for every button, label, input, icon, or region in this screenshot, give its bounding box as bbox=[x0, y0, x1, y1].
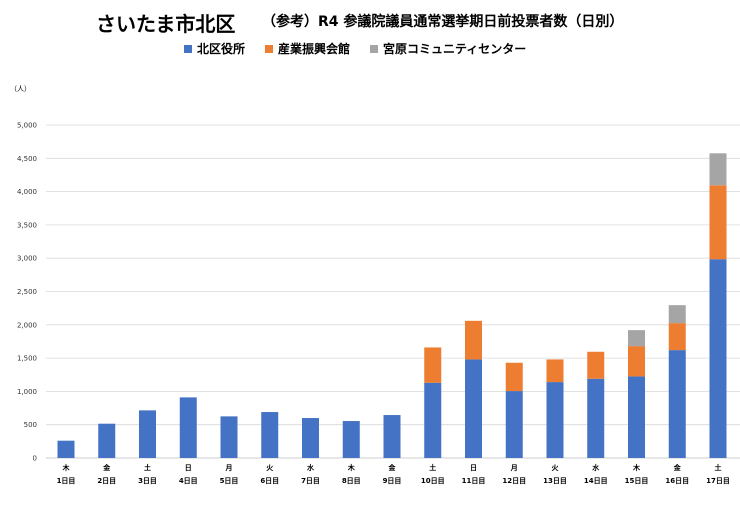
y-tick-label: 3,500 bbox=[17, 221, 37, 229]
bar-segment-series-1-day-15 bbox=[628, 346, 645, 377]
y-tick-label: 4,000 bbox=[17, 188, 37, 196]
x-weekday-label: 金 bbox=[673, 463, 682, 472]
bar-segment-series-0-day-5 bbox=[220, 416, 238, 458]
x-weekday-label: 土 bbox=[429, 463, 436, 472]
x-day-label: 10日目 bbox=[421, 477, 445, 485]
bar-segment-series-1-day-12 bbox=[505, 362, 523, 392]
y-unit-label: （人） bbox=[10, 85, 31, 93]
x-day-label: 11日目 bbox=[462, 477, 486, 485]
x-weekday-label: 水 bbox=[307, 463, 315, 472]
x-day-label: 8日目 bbox=[342, 477, 361, 485]
legend-swatch bbox=[265, 44, 274, 53]
bar-segment-series-0-day-16 bbox=[668, 350, 686, 458]
x-day-label: 3日目 bbox=[138, 477, 157, 485]
bar-segment-series-1-day-11 bbox=[465, 320, 482, 360]
x-day-label: 2日目 bbox=[97, 477, 116, 485]
x-weekday-label: 火 bbox=[552, 464, 560, 472]
x-weekday-label: 木 bbox=[347, 463, 356, 472]
bar-segment-series-0-day-1 bbox=[57, 440, 75, 458]
y-tick-label: 3,000 bbox=[17, 255, 37, 263]
y-tick-label: 0 bbox=[33, 455, 37, 463]
x-day-label: 12日目 bbox=[502, 477, 526, 485]
bar-segment-series-1-day-10 bbox=[424, 347, 442, 383]
x-day-label: 7日目 bbox=[301, 477, 320, 485]
bar-segment-series-0-day-12 bbox=[505, 391, 523, 458]
bar-segment-series-0-day-3 bbox=[139, 410, 156, 458]
x-weekday-label: 月 bbox=[225, 464, 233, 472]
x-weekday-label: 土 bbox=[144, 463, 151, 472]
bar-segment-series-0-day-4 bbox=[179, 397, 197, 458]
x-day-label: 16日目 bbox=[665, 477, 689, 485]
x-day-label: 5日目 bbox=[220, 477, 239, 485]
bar-segment-series-0-day-2 bbox=[98, 423, 116, 458]
chart-subtitle: （参考）R4 参議院議員通常選挙期日前投票者数（日別） bbox=[262, 14, 624, 30]
x-day-label: 17日目 bbox=[706, 477, 730, 485]
x-weekday-label: 月 bbox=[510, 464, 518, 472]
legend-label: 産業振興会館 bbox=[278, 42, 351, 56]
bar-segment-series-1-day-16 bbox=[668, 323, 686, 351]
bar-segment-series-0-day-10 bbox=[424, 382, 442, 458]
y-tick-label: 1,500 bbox=[17, 355, 37, 363]
bar-segment-series-2-day-16 bbox=[668, 305, 686, 324]
legend-swatch bbox=[184, 44, 192, 53]
bar-segment-series-0-day-8 bbox=[342, 421, 360, 458]
bar-segment-series-1-day-17 bbox=[709, 185, 727, 260]
y-tick-label: 5,000 bbox=[17, 122, 37, 130]
x-weekday-label: 日 bbox=[470, 464, 477, 472]
bar-segment-series-0-day-7 bbox=[302, 418, 319, 458]
bar-segment-series-0-day-15 bbox=[628, 376, 645, 458]
x-weekday-label: 金 bbox=[102, 463, 111, 472]
x-day-label: 6日目 bbox=[260, 477, 279, 485]
y-tick-label: 500 bbox=[24, 421, 37, 429]
legend-item-miyahara-center: 宮原コミュニティセンター bbox=[370, 40, 526, 57]
chart-title: さいたま市北区 bbox=[96, 12, 236, 36]
x-weekday-label: 金 bbox=[388, 463, 397, 472]
bar-segment-series-1-day-13 bbox=[546, 359, 564, 383]
bar-segment-series-0-day-11 bbox=[465, 359, 482, 458]
bar-segment-series-2-day-15 bbox=[628, 330, 645, 347]
x-day-label: 13日目 bbox=[543, 477, 567, 485]
x-day-label: 9日目 bbox=[383, 477, 402, 485]
x-weekday-label: 日 bbox=[185, 464, 192, 472]
legend-label: 北区役所 bbox=[197, 42, 246, 56]
legend-item-kitaku-office: 北区役所 bbox=[184, 40, 245, 57]
bar-segment-series-0-day-9 bbox=[383, 415, 401, 458]
bar-segment-series-0-day-17 bbox=[709, 259, 727, 458]
legend-swatch bbox=[370, 44, 379, 53]
y-tick-label: 2,500 bbox=[17, 288, 37, 296]
x-weekday-label: 木 bbox=[632, 463, 641, 472]
x-day-label: 15日目 bbox=[625, 477, 649, 485]
bar-segment-series-0-day-6 bbox=[261, 412, 279, 458]
legend-item-industry-hall: 産業振興会館 bbox=[265, 40, 350, 57]
x-day-label: 1日目 bbox=[57, 477, 76, 485]
y-tick-label: 2,000 bbox=[17, 321, 37, 329]
x-weekday-label: 木 bbox=[62, 463, 71, 472]
x-weekday-label: 土 bbox=[715, 463, 722, 472]
bar-segment-series-2-day-17 bbox=[709, 153, 727, 186]
x-weekday-label: 火 bbox=[266, 464, 274, 472]
legend: 北区役所 産業振興会館 宮原コミュニティセンター bbox=[184, 40, 526, 57]
bar-segment-series-1-day-14 bbox=[587, 351, 605, 379]
x-day-label: 14日目 bbox=[584, 477, 608, 485]
legend-label: 宮原コミュニティセンター bbox=[383, 42, 527, 56]
bar-segment-series-0-day-13 bbox=[546, 382, 564, 458]
y-tick-label: 1,000 bbox=[17, 388, 37, 396]
x-day-label: 4日目 bbox=[179, 477, 198, 485]
bar-segment-series-0-day-14 bbox=[587, 378, 605, 458]
x-weekday-label: 水 bbox=[592, 463, 600, 472]
y-tick-label: 4,500 bbox=[17, 155, 37, 163]
